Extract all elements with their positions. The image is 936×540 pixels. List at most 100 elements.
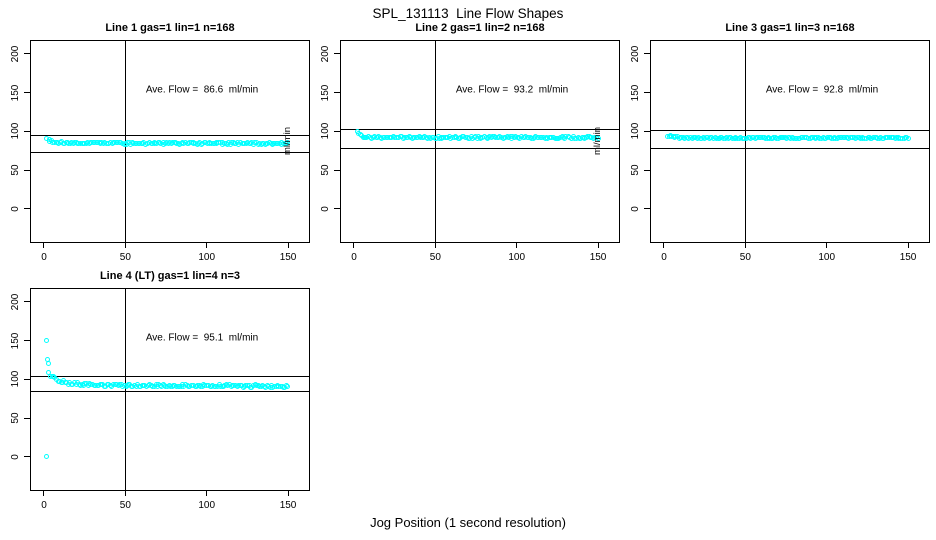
panel-line-2-plot-box [340,40,620,243]
y-axis-tick-label: 0 [630,206,641,212]
x-axis-tick-label: 50 [119,252,131,263]
y-axis-tick-label: 200 [10,45,21,63]
x-axis-tick-label: 50 [119,500,131,511]
y-axis-tick [24,53,30,55]
upper-reference-line [341,129,619,131]
x-axis-tick-label: 0 [41,500,47,511]
y-axis-tick [24,92,30,94]
x-axis-tick-label: 150 [899,252,917,263]
y-axis-tick-label: 100 [630,123,641,140]
x-axis-tick [597,242,599,248]
upper-reference-line [31,375,309,377]
y-axis-tick [644,53,650,55]
y-axis-tick-label: 150 [10,332,21,350]
lower-reference-line [31,151,309,153]
y-axis-tick [334,92,340,94]
panel-line-4-title: Line 4 (LT) gas=1 lin=4 n=3 [99,270,241,282]
y-axis-tick [644,208,650,210]
x-axis-tick [516,242,518,248]
x-axis-tick [43,242,45,248]
y-axis-tick [24,301,30,303]
y-axis-tick [644,169,650,171]
lower-reference-line [31,390,309,392]
y-axis-tick-label: 0 [10,206,21,212]
y-axis-tick [24,456,30,458]
panel-line-1-title: Line 1 gas=1 lin=1 n=168 [105,22,235,34]
x-axis-tick [907,242,909,248]
y-axis-tick [24,130,30,132]
outlier-data-point [45,360,51,366]
lower-reference-line [651,147,929,149]
x-axis-tick [434,242,436,248]
panel-line-3-plot-box [650,40,930,243]
x-axis-tick [744,242,746,248]
panel-line-1-ave-flow-annotation: Ave. Flow = 86.6 ml/min [145,84,259,96]
y-axis-tick-label: 200 [630,45,641,63]
y-axis-tick-label: 150 [320,84,331,102]
y-axis-tick [644,92,650,94]
y-axis-tick-label: 100 [320,123,331,140]
panel-line-2: Line 2 gas=1 lin=2 n=168 ml/min Ave. Flo… [282,22,620,263]
x-axis-tick [663,242,665,248]
x-axis-tick-label: 0 [661,252,667,263]
data-point [595,136,601,142]
x-axis-tick [287,242,289,248]
x-axis-tick [287,490,289,496]
panel-line-3-y-axis-label: ml/min [592,127,603,155]
y-axis-tick-label: 200 [10,293,21,311]
figure-title: SPL_131113 Line Flow Shapes [372,6,564,21]
y-axis-tick [24,208,30,210]
x-axis-tick [206,490,208,496]
panel-line-3-title: Line 3 gas=1 lin=3 n=168 [725,22,855,34]
upper-reference-line [651,129,929,131]
x-axis-tick-label: 150 [279,500,297,511]
y-axis-tick [644,130,650,132]
y-axis-tick-label: 200 [320,45,331,63]
x-axis-tick-label: 100 [198,252,216,263]
y-axis-tick-label: 50 [10,164,21,176]
outlier-data-point [44,338,50,344]
y-axis-tick-label: 150 [630,84,641,102]
x-axis-tick-label: 0 [351,252,357,263]
vertical-reference-line [125,289,127,490]
vertical-reference-line [745,41,747,242]
y-axis-tick-label: 50 [10,412,21,424]
x-axis-tick-label: 100 [508,252,526,263]
x-axis-tick [43,490,45,496]
x-axis-tick-label: 150 [589,252,607,263]
panel-line-2-y-axis-label: ml/min [282,127,293,155]
panel-line-2-title: Line 2 gas=1 lin=2 n=168 [415,22,545,34]
figure-x-axis-label: Jog Position (1 second resolution) [370,515,566,530]
y-axis-tick [24,169,30,171]
x-axis-tick-label: 100 [818,252,836,263]
data-point [905,135,911,141]
y-axis-tick-label: 0 [10,454,21,460]
x-axis-tick-label: 100 [198,500,216,511]
y-axis-tick-label: 50 [320,164,331,176]
panel-line-1: Line 1 gas=1 lin=1 n=168 ml/min Ave. Flo… [10,22,310,263]
y-axis-tick-label: 150 [10,84,21,102]
vertical-reference-line [435,41,437,242]
panel-line-3: Line 3 gas=1 lin=3 n=168 ml/min Ave. Flo… [592,22,930,263]
lower-reference-line [341,147,619,149]
outlier-data-point [43,454,49,460]
y-axis-tick [24,378,30,380]
y-axis-tick [24,340,30,342]
data-point [285,383,291,389]
x-axis-tick-label: 50 [429,252,441,263]
y-axis-tick-label: 100 [10,371,21,388]
panel-line-2-ave-flow-annotation: Ave. Flow = 93.2 ml/min [455,84,569,96]
x-axis-tick [826,242,828,248]
panel-line-4: Line 4 (LT) gas=1 lin=4 n=3 ml/min Ave. … [10,270,310,511]
x-axis-tick-label: 150 [279,252,297,263]
panel-line-4-ave-flow-annotation: Ave. Flow = 95.1 ml/min [145,332,259,344]
y-axis-tick [24,417,30,419]
y-axis-tick [334,53,340,55]
x-axis-tick [124,242,126,248]
y-axis-tick [334,130,340,132]
y-axis-tick-label: 100 [10,123,21,140]
upper-reference-line [31,135,309,137]
x-axis-tick [206,242,208,248]
x-axis-tick-label: 50 [739,252,751,263]
